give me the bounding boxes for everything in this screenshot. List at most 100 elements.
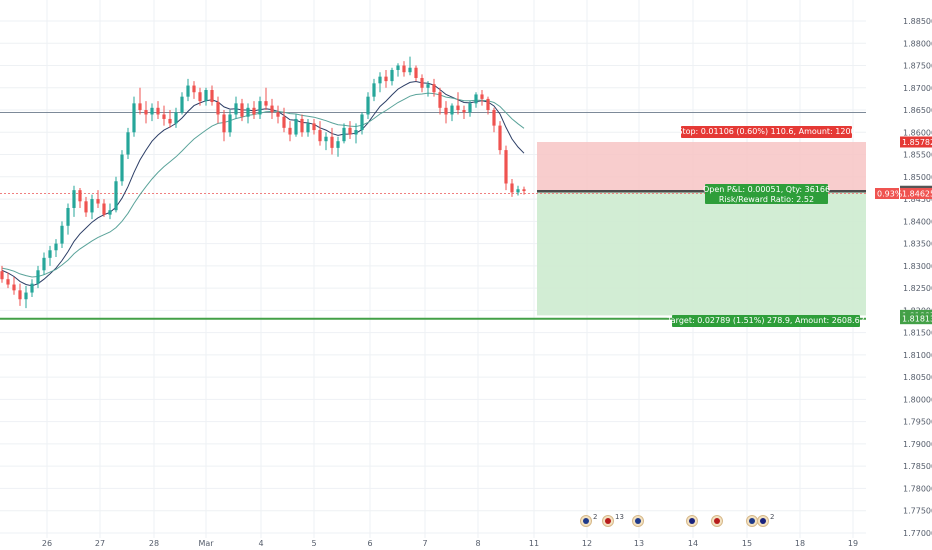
candle[interactable] [510, 179, 514, 197]
economic-event[interactable]: 2 [580, 513, 598, 527]
candle[interactable] [438, 87, 442, 115]
candle[interactable] [216, 96, 220, 124]
candle[interactable] [336, 136, 340, 157]
candle[interactable] [486, 96, 490, 115]
candle[interactable] [354, 123, 358, 144]
candle[interactable] [228, 110, 232, 137]
candle[interactable] [0, 265, 4, 283]
candle[interactable] [384, 69, 388, 88]
candle[interactable] [300, 114, 304, 137]
candle[interactable] [24, 285, 28, 309]
candle[interactable] [288, 121, 292, 142]
candle[interactable] [264, 87, 268, 111]
candle[interactable] [114, 176, 118, 213]
candle[interactable] [396, 63, 400, 77]
candle[interactable] [378, 72, 382, 93]
candle[interactable] [294, 114, 298, 137]
candle[interactable] [450, 103, 454, 122]
economic-event[interactable] [632, 515, 644, 527]
open-pl-label[interactable]: Open P&L: 0.00051, Qty: 36166Risk/Reward… [703, 184, 830, 204]
stop-label[interactable]: Stop: 0.01106 (0.60%) 110.6, Amount: 120… [677, 126, 856, 138]
candle[interactable] [276, 105, 280, 124]
candle[interactable] [432, 78, 436, 97]
candle[interactable] [474, 92, 478, 108]
candle[interactable] [330, 127, 334, 155]
candle[interactable] [60, 221, 64, 249]
candle[interactable] [258, 96, 262, 119]
candle[interactable] [414, 65, 418, 82]
candle[interactable] [348, 121, 352, 139]
candle[interactable] [42, 252, 46, 275]
candle[interactable] [420, 74, 424, 93]
candle[interactable] [66, 203, 70, 235]
candle[interactable] [192, 81, 196, 99]
candle[interactable] [6, 272, 10, 289]
candle[interactable] [162, 105, 166, 126]
candle[interactable] [174, 107, 178, 128]
candle[interactable] [36, 265, 40, 289]
candle[interactable] [108, 203, 112, 220]
economic-event[interactable]: 13 [602, 513, 624, 527]
candle[interactable] [78, 187, 82, 208]
candle[interactable] [222, 110, 226, 142]
candle[interactable] [318, 121, 322, 146]
candle[interactable] [456, 92, 460, 115]
candle[interactable] [390, 67, 394, 86]
candle[interactable] [360, 112, 364, 135]
candle[interactable] [306, 118, 310, 137]
candle[interactable] [426, 81, 430, 97]
candle[interactable] [132, 96, 136, 137]
candle[interactable] [312, 118, 316, 135]
candle[interactable] [480, 90, 484, 106]
candle[interactable] [72, 185, 76, 217]
candle[interactable] [504, 145, 508, 191]
candle[interactable] [156, 101, 160, 119]
candle[interactable] [246, 103, 250, 124]
candle[interactable] [372, 78, 376, 102]
candle[interactable] [252, 101, 256, 119]
candle[interactable] [522, 186, 526, 195]
candle[interactable] [180, 92, 184, 115]
candle[interactable] [444, 101, 448, 124]
candle[interactable] [408, 56, 412, 76]
candle[interactable] [126, 127, 130, 160]
economic-event[interactable] [686, 515, 698, 527]
candle[interactable] [516, 185, 520, 196]
candle[interactable] [12, 276, 16, 295]
target-zone[interactable] [537, 191, 866, 316]
candle[interactable] [96, 190, 100, 208]
candle[interactable] [234, 96, 238, 119]
candle[interactable] [120, 150, 124, 186]
candle[interactable] [270, 98, 274, 119]
economic-event[interactable]: 2 [746, 513, 775, 527]
candle[interactable] [30, 279, 34, 298]
candle[interactable] [324, 132, 328, 151]
candle[interactable] [462, 105, 466, 119]
candle[interactable] [54, 239, 58, 257]
candle[interactable] [366, 92, 370, 119]
candle[interactable] [138, 87, 142, 115]
candle[interactable] [240, 98, 244, 122]
economic-event[interactable] [711, 515, 723, 527]
candle[interactable] [144, 101, 148, 124]
candle[interactable] [492, 107, 496, 133]
target-label[interactable]: Target: 0.02789 (1.51%) 278.9, Amount: 2… [666, 315, 865, 327]
candle[interactable] [150, 103, 154, 122]
stop-zone[interactable] [537, 141, 866, 192]
candle[interactable] [90, 194, 94, 220]
candle[interactable] [204, 87, 208, 106]
candle[interactable] [186, 78, 190, 102]
candle[interactable] [498, 121, 502, 155]
candle[interactable] [84, 196, 88, 217]
candle[interactable] [18, 283, 22, 306]
candle[interactable] [102, 199, 106, 217]
candle[interactable] [210, 85, 214, 106]
candle[interactable] [168, 110, 172, 128]
candle[interactable] [48, 245, 52, 266]
candle[interactable] [402, 61, 406, 77]
candle[interactable] [282, 107, 286, 133]
candle[interactable] [198, 87, 202, 106]
candle[interactable] [342, 123, 346, 144]
candle[interactable] [468, 101, 472, 117]
